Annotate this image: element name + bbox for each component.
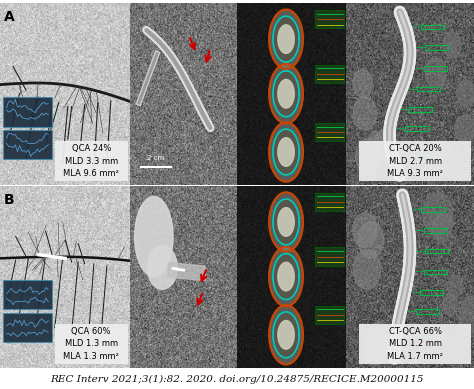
Bar: [316, 10, 344, 28]
Text: A: A: [4, 10, 15, 24]
Bar: [55, 141, 128, 181]
Circle shape: [353, 97, 377, 130]
Bar: [3, 130, 52, 159]
Text: CT-QCA 20%
MLD 2.7 mm
MLA 9.3 mm²: CT-QCA 20% MLD 2.7 mm MLA 9.3 mm²: [387, 144, 443, 178]
Polygon shape: [273, 16, 299, 62]
Polygon shape: [269, 305, 303, 364]
Bar: [3, 313, 52, 342]
Polygon shape: [269, 192, 303, 252]
Bar: [316, 193, 344, 211]
Polygon shape: [273, 129, 299, 175]
Bar: [412, 332, 435, 336]
Circle shape: [432, 214, 452, 242]
Bar: [420, 25, 444, 29]
Circle shape: [422, 192, 453, 235]
Bar: [407, 149, 430, 154]
Text: B: B: [4, 193, 15, 207]
Text: 2 cm: 2 cm: [147, 155, 164, 161]
Circle shape: [447, 275, 463, 298]
Bar: [3, 280, 52, 309]
Circle shape: [430, 141, 455, 175]
Bar: [410, 107, 432, 112]
Bar: [420, 290, 443, 295]
Bar: [55, 324, 128, 364]
Circle shape: [353, 250, 381, 289]
Circle shape: [356, 138, 381, 174]
Circle shape: [459, 296, 474, 337]
Bar: [417, 87, 440, 91]
Bar: [359, 141, 472, 181]
Polygon shape: [273, 71, 299, 117]
Bar: [359, 324, 472, 364]
Polygon shape: [269, 64, 303, 123]
Bar: [416, 309, 439, 314]
Polygon shape: [135, 196, 173, 277]
Text: CT-QCA 66%
MLD 1.2 mm
MLA 1.7 mm²: CT-QCA 66% MLD 1.2 mm MLA 1.7 mm²: [387, 327, 443, 361]
Polygon shape: [269, 247, 303, 306]
Polygon shape: [278, 208, 294, 236]
Polygon shape: [278, 262, 294, 291]
Polygon shape: [273, 254, 299, 300]
Circle shape: [368, 132, 383, 152]
Circle shape: [353, 213, 377, 247]
Circle shape: [425, 58, 447, 88]
Bar: [316, 123, 344, 141]
Bar: [316, 306, 344, 324]
Polygon shape: [273, 312, 299, 358]
Bar: [316, 65, 344, 83]
Bar: [425, 249, 448, 253]
Bar: [405, 126, 428, 131]
Circle shape: [364, 330, 389, 365]
Bar: [3, 97, 52, 126]
Polygon shape: [147, 245, 177, 289]
Polygon shape: [278, 79, 294, 108]
Polygon shape: [273, 199, 299, 245]
Circle shape: [367, 322, 390, 355]
Bar: [421, 207, 444, 212]
Bar: [424, 228, 447, 233]
Text: QCA 24%
MLD 3.3 mm
MLA 9.6 mm²: QCA 24% MLD 3.3 mm MLA 9.6 mm²: [64, 144, 119, 178]
Text: REC Interv 2021;3(1):82. 2020. doi.org/10.24875/RECICE.M20000115: REC Interv 2021;3(1):82. 2020. doi.org/1…: [50, 375, 424, 384]
Polygon shape: [278, 138, 294, 166]
Polygon shape: [278, 321, 294, 349]
Bar: [316, 247, 344, 266]
Polygon shape: [269, 9, 303, 69]
Circle shape: [457, 80, 474, 107]
Circle shape: [443, 32, 461, 58]
Circle shape: [455, 115, 474, 144]
Bar: [424, 270, 447, 274]
Bar: [424, 66, 447, 70]
Polygon shape: [278, 25, 294, 53]
Circle shape: [358, 221, 384, 258]
Text: QCA 60%
MLD 1.3 mm
MLA 1.3 mm²: QCA 60% MLD 1.3 mm MLA 1.3 mm²: [64, 327, 119, 361]
Circle shape: [353, 70, 373, 98]
Circle shape: [374, 130, 395, 159]
Bar: [425, 45, 448, 50]
Polygon shape: [269, 123, 303, 182]
Circle shape: [443, 294, 458, 315]
